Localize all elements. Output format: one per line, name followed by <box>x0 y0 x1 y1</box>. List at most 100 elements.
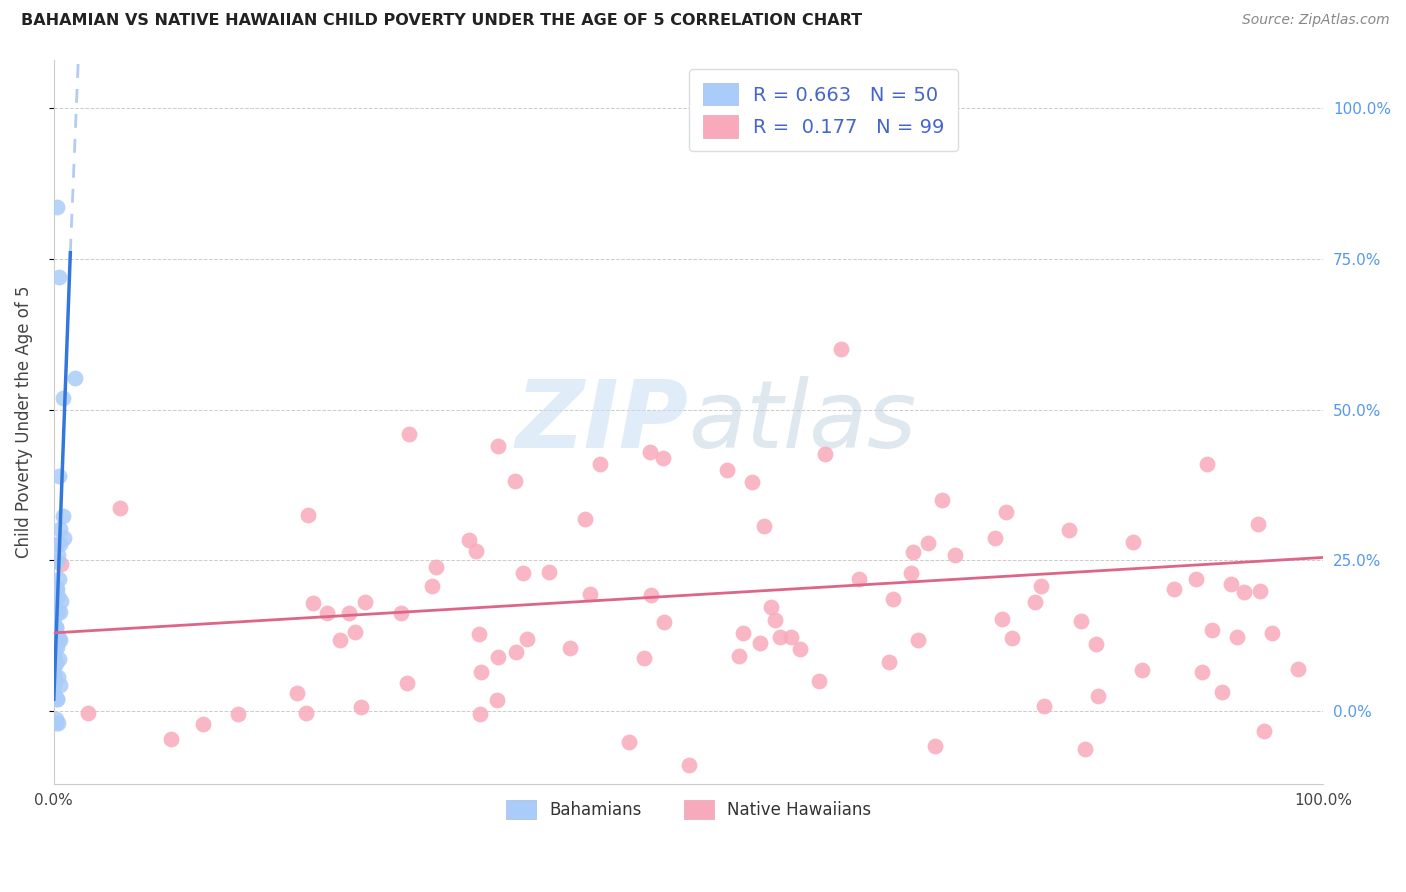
Point <box>486 649 509 664</box>
Point <box>1163 582 1185 597</box>
Point <box>46 590 69 604</box>
Point <box>1031 579 1053 593</box>
Point <box>294 706 316 721</box>
Point <box>716 463 738 477</box>
Point <box>485 693 508 707</box>
Point <box>748 636 770 650</box>
Point <box>52 391 75 405</box>
Point <box>45 692 67 706</box>
Point <box>48 548 70 562</box>
Point <box>48 572 70 586</box>
Point <box>44 671 66 685</box>
Point <box>45 716 67 731</box>
Point <box>814 447 837 461</box>
Point <box>759 599 782 614</box>
Text: Source: ZipAtlas.com: Source: ZipAtlas.com <box>1241 13 1389 28</box>
Point <box>42 656 65 670</box>
Point <box>48 269 70 284</box>
Point <box>754 518 776 533</box>
Point <box>1070 614 1092 628</box>
Point <box>882 592 904 607</box>
Point <box>42 637 65 651</box>
Point <box>763 613 786 627</box>
Point <box>617 735 640 749</box>
Point <box>337 606 360 620</box>
Point <box>52 509 75 524</box>
Point <box>1122 535 1144 549</box>
Point <box>769 630 792 644</box>
Point <box>297 508 319 522</box>
Point <box>640 445 662 459</box>
Point <box>1087 689 1109 703</box>
Point <box>1191 665 1213 680</box>
Point <box>45 580 67 594</box>
Point <box>1246 516 1268 531</box>
Point <box>44 628 66 642</box>
Point <box>1201 623 1223 637</box>
Point <box>46 716 69 731</box>
Point <box>51 558 73 572</box>
Point <box>470 665 492 679</box>
Point <box>46 629 69 643</box>
Point <box>391 607 413 621</box>
Point <box>226 706 249 721</box>
Point <box>1024 595 1046 609</box>
Point <box>1260 625 1282 640</box>
Point <box>49 677 72 691</box>
Point <box>943 548 966 562</box>
Point <box>1226 630 1249 644</box>
Point <box>44 649 66 664</box>
Point <box>316 606 339 620</box>
Point <box>512 566 534 580</box>
Point <box>46 582 69 596</box>
Point <box>505 645 527 659</box>
Point <box>505 474 527 488</box>
Point <box>1001 631 1024 645</box>
Point <box>652 450 675 465</box>
Point <box>44 595 66 609</box>
Point <box>633 651 655 665</box>
Point <box>51 593 73 607</box>
Point <box>48 469 70 483</box>
Point <box>486 439 509 453</box>
Point <box>468 706 491 721</box>
Point <box>45 632 67 647</box>
Point <box>44 655 66 669</box>
Point <box>1185 572 1208 586</box>
Point <box>45 632 67 647</box>
Point <box>395 676 418 690</box>
Point <box>877 655 900 669</box>
Point <box>53 531 76 545</box>
Point <box>789 641 811 656</box>
Point <box>45 620 67 634</box>
Point <box>45 712 67 726</box>
Point <box>1220 576 1243 591</box>
Text: atlas: atlas <box>689 376 917 467</box>
Point <box>49 633 72 648</box>
Point <box>46 692 69 706</box>
Point <box>640 588 662 602</box>
Point <box>48 537 70 551</box>
Point <box>516 632 538 647</box>
Point <box>780 630 803 644</box>
Point <box>1073 742 1095 756</box>
Point <box>579 587 602 601</box>
Point <box>1249 583 1271 598</box>
Point <box>984 531 1007 545</box>
Point <box>678 757 700 772</box>
Point <box>44 687 66 701</box>
Point <box>1233 585 1256 599</box>
Point <box>42 667 65 681</box>
Point <box>45 656 67 670</box>
Point <box>924 739 946 753</box>
Point <box>44 642 66 657</box>
Point <box>344 624 367 639</box>
Point <box>468 627 491 641</box>
Point <box>46 670 69 684</box>
Point <box>48 632 70 646</box>
Point <box>44 609 66 624</box>
Point <box>46 640 69 655</box>
Point <box>46 604 69 618</box>
Point <box>994 505 1017 519</box>
Point <box>830 343 852 357</box>
